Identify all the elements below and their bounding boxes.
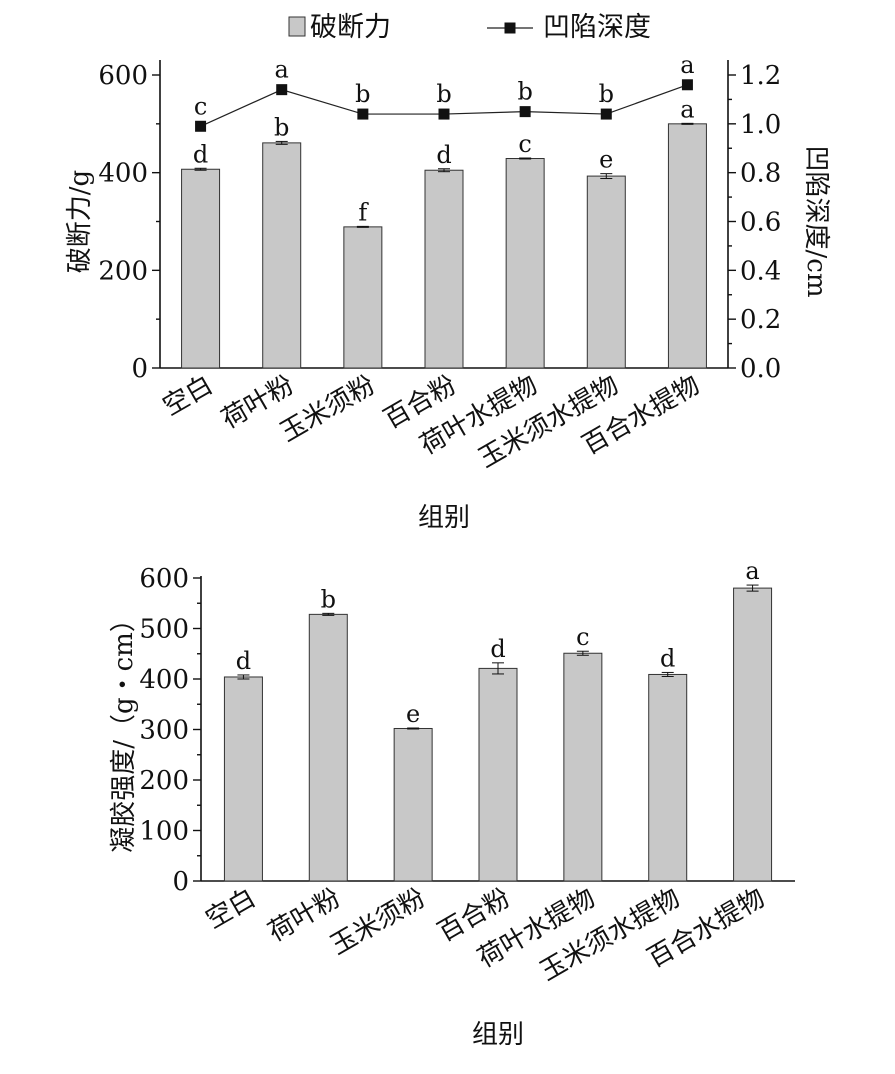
bar [563, 652, 603, 882]
bar [505, 158, 545, 369]
y-tick-label-left: 0 [131, 354, 148, 384]
bar-significance-label: e [599, 146, 613, 174]
bar [424, 169, 464, 369]
bar [478, 667, 518, 882]
bar [223, 676, 263, 882]
bar-significance-label: d [236, 647, 251, 675]
bar [667, 123, 707, 369]
category-label: 空白 [201, 883, 261, 935]
category-label: 玉米须粉 [275, 370, 380, 448]
bar [733, 587, 773, 882]
line-point [276, 84, 288, 96]
line-significance-label: a [275, 56, 289, 84]
y-tick-label-right: 0.6 [740, 208, 781, 238]
bar-significance-label: a [745, 557, 759, 585]
bar [586, 175, 626, 369]
line-point [195, 120, 207, 132]
y-axis-title-right: 凹陷深度/cm [801, 146, 831, 298]
y-tick-label-left: 400 [98, 159, 148, 189]
category-label: 玉米须粉 [326, 883, 431, 961]
y-tick-label: 0 [172, 867, 189, 897]
y-tick-label-right: 0.2 [740, 305, 781, 335]
bar [262, 142, 302, 369]
bar-significance-label: d [660, 644, 675, 672]
line-point [357, 108, 369, 120]
bar-significance-label: b [274, 113, 289, 141]
bar [393, 727, 433, 882]
bar-significance-label: a [680, 95, 694, 123]
line-significance-label: c [194, 92, 207, 120]
line-point [519, 106, 531, 118]
y-tick-label: 600 [139, 564, 189, 594]
y-tick-label-left: 600 [98, 61, 148, 91]
y-tick-label-right: 0.0 [740, 354, 781, 384]
y-tick-label-left: 200 [98, 256, 148, 286]
y-tick-label: 300 [139, 716, 189, 746]
line-significance-label: b [355, 80, 370, 108]
line-point [600, 108, 612, 120]
category-label: 空白 [158, 370, 218, 422]
bar [308, 613, 348, 882]
line-significance-label: b [436, 80, 451, 108]
legend-bar-label: 破断力 [310, 12, 391, 43]
legend-line-label: 凹陷深度 [543, 12, 651, 43]
line-point [681, 79, 693, 91]
legend-line-marker [504, 22, 516, 34]
y-tick-label-right: 0.4 [740, 256, 781, 286]
y-tick-label: 400 [139, 665, 189, 695]
bar-significance-label: d [193, 140, 208, 168]
bar [648, 673, 688, 882]
y-tick-label-right: 0.8 [740, 159, 781, 189]
bar-significance-label: d [490, 635, 505, 663]
line-point [438, 108, 450, 120]
line-significance-label: a [680, 51, 694, 79]
bar-significance-label: e [406, 700, 420, 728]
y-tick-label: 100 [139, 817, 189, 847]
y-tick-label-right: 1.2 [740, 61, 781, 91]
bar-significance-label: b [321, 585, 336, 613]
legend-bar-swatch [288, 16, 306, 37]
x-axis-title: 组别 [418, 503, 470, 533]
x-axis-title: 组别 [472, 1020, 524, 1050]
bar-significance-label: d [436, 141, 451, 169]
y-tick-label-right: 1.0 [740, 110, 781, 140]
bar [181, 168, 221, 369]
y-axis-title: 凝胶强度/（g・cm） [109, 606, 139, 853]
y-tick-label: 500 [139, 615, 189, 645]
bar-significance-label: c [518, 130, 531, 158]
y-axis-title-left: 破断力/g [65, 170, 95, 273]
y-tick-label: 200 [139, 766, 189, 796]
bar-significance-label: c [576, 623, 589, 651]
bar-significance-label: f [358, 198, 369, 226]
line-significance-label: b [599, 80, 614, 108]
bar [343, 226, 383, 369]
line-significance-label: b [517, 78, 532, 106]
